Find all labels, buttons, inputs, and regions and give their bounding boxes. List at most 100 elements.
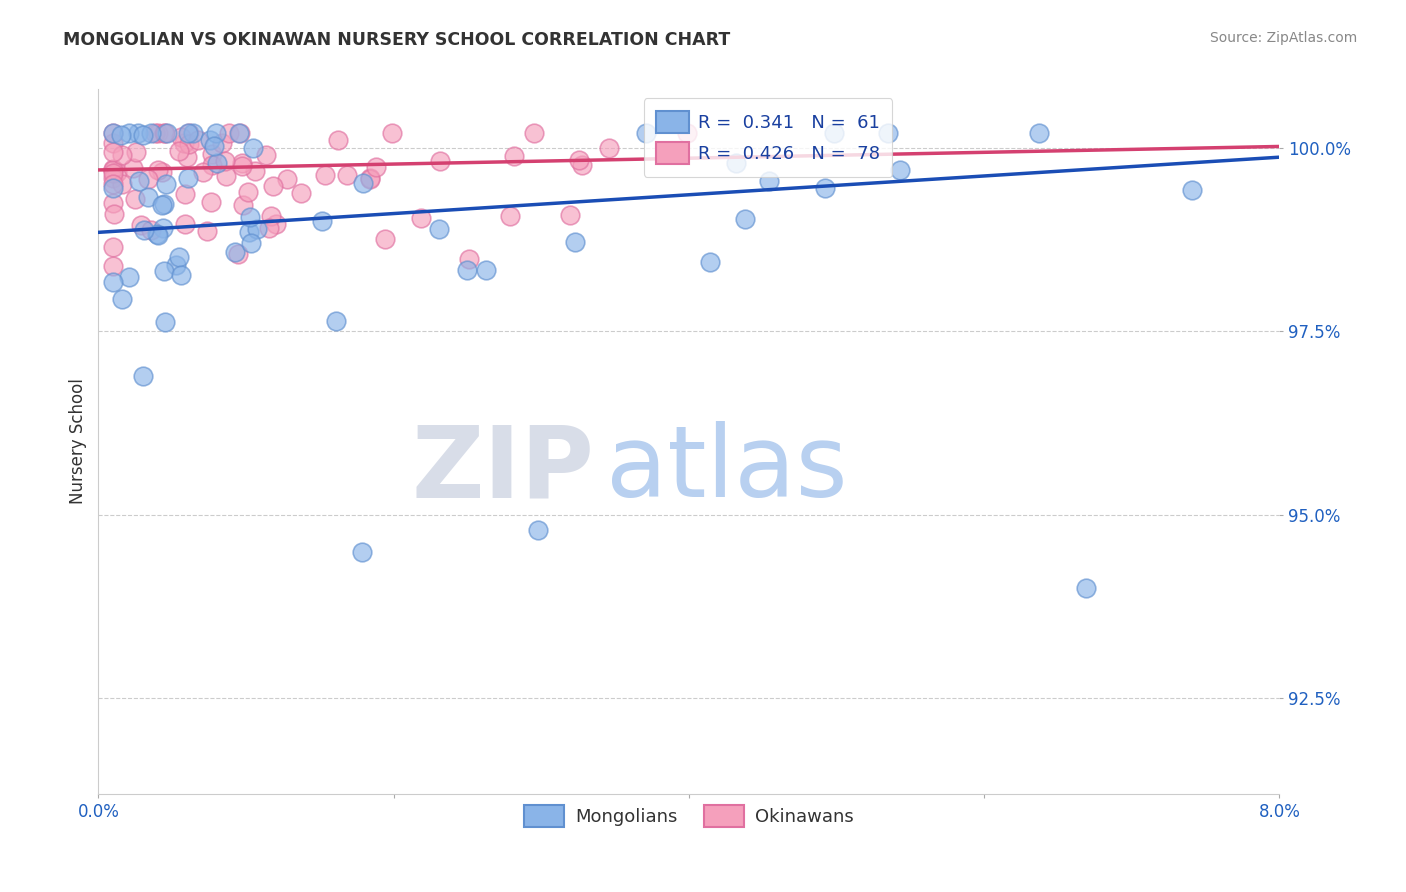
Point	[502, 149, 524, 163]
Point	[153, 264, 176, 278]
Point	[758, 174, 780, 188]
Point	[103, 260, 125, 274]
Point	[136, 190, 159, 204]
Point	[181, 126, 204, 140]
Point	[125, 145, 148, 160]
Point	[152, 220, 174, 235]
Point	[170, 268, 193, 283]
Point	[262, 178, 284, 193]
Point	[191, 165, 214, 179]
Point	[236, 185, 259, 199]
Point	[409, 211, 432, 225]
Point	[359, 172, 381, 186]
Point	[228, 126, 250, 140]
Point	[359, 171, 381, 186]
Point	[124, 192, 146, 206]
Point	[176, 150, 198, 164]
Point	[239, 236, 262, 251]
Point	[290, 186, 312, 200]
Point	[239, 210, 262, 224]
Point	[173, 186, 195, 201]
Point	[174, 217, 197, 231]
Point	[132, 128, 155, 142]
Point	[214, 153, 236, 168]
Point	[118, 126, 141, 140]
Point	[103, 177, 125, 191]
Point	[200, 146, 222, 161]
Point	[1074, 582, 1097, 596]
Point	[266, 217, 288, 231]
Point	[122, 161, 145, 175]
Point	[177, 136, 200, 151]
Point	[889, 163, 911, 178]
Point	[103, 163, 125, 178]
Point	[724, 155, 747, 169]
Point	[457, 252, 479, 267]
Point	[103, 136, 125, 150]
Point	[134, 223, 156, 237]
Point	[231, 159, 253, 173]
Point	[676, 126, 699, 140]
Point	[177, 126, 200, 140]
Point	[499, 209, 522, 223]
Point	[814, 181, 837, 195]
Point	[336, 168, 359, 182]
Point	[155, 177, 177, 191]
Point	[177, 170, 200, 185]
Point	[167, 144, 190, 158]
Point	[366, 160, 388, 174]
Point	[103, 126, 125, 140]
Point	[207, 156, 229, 170]
Point	[118, 270, 141, 285]
Point	[699, 255, 721, 269]
Point	[314, 168, 336, 182]
Point	[215, 169, 238, 183]
Point	[187, 133, 209, 147]
Point	[111, 148, 134, 162]
Point	[205, 126, 228, 140]
Point	[165, 258, 187, 272]
Legend: Mongolians, Okinawans: Mongolians, Okinawans	[517, 797, 860, 834]
Point	[198, 133, 221, 147]
Point	[201, 158, 224, 172]
Point	[167, 251, 190, 265]
Point	[381, 126, 404, 140]
Point	[311, 214, 333, 228]
Point	[823, 126, 845, 140]
Point	[103, 207, 125, 221]
Point	[103, 145, 125, 160]
Point	[103, 181, 125, 195]
Point	[103, 275, 125, 289]
Point	[105, 165, 128, 179]
Point	[146, 126, 169, 140]
Point	[598, 141, 620, 155]
Point	[202, 138, 225, 153]
Text: MONGOLIAN VS OKINAWAN NURSERY SCHOOL CORRELATION CHART: MONGOLIAN VS OKINAWAN NURSERY SCHOOL COR…	[63, 31, 731, 49]
Point	[139, 223, 162, 237]
Point	[136, 172, 159, 186]
Point	[103, 161, 125, 176]
Point	[103, 126, 125, 140]
Point	[636, 126, 658, 140]
Text: ZIP: ZIP	[412, 421, 595, 518]
Point	[155, 126, 177, 140]
Point	[352, 176, 374, 190]
Point	[111, 178, 134, 192]
Point	[153, 315, 176, 329]
Point	[1181, 183, 1204, 197]
Point	[103, 239, 125, 253]
Point	[246, 222, 269, 236]
Point	[260, 209, 283, 223]
Point	[374, 232, 396, 246]
Point	[128, 174, 150, 188]
Point	[325, 314, 347, 328]
Point	[564, 235, 586, 249]
Point	[110, 128, 132, 142]
Point	[173, 136, 195, 151]
Point	[146, 227, 169, 241]
Point	[257, 221, 280, 235]
Point	[571, 158, 593, 172]
Point	[218, 126, 240, 140]
Point	[195, 224, 218, 238]
Point	[350, 544, 373, 558]
